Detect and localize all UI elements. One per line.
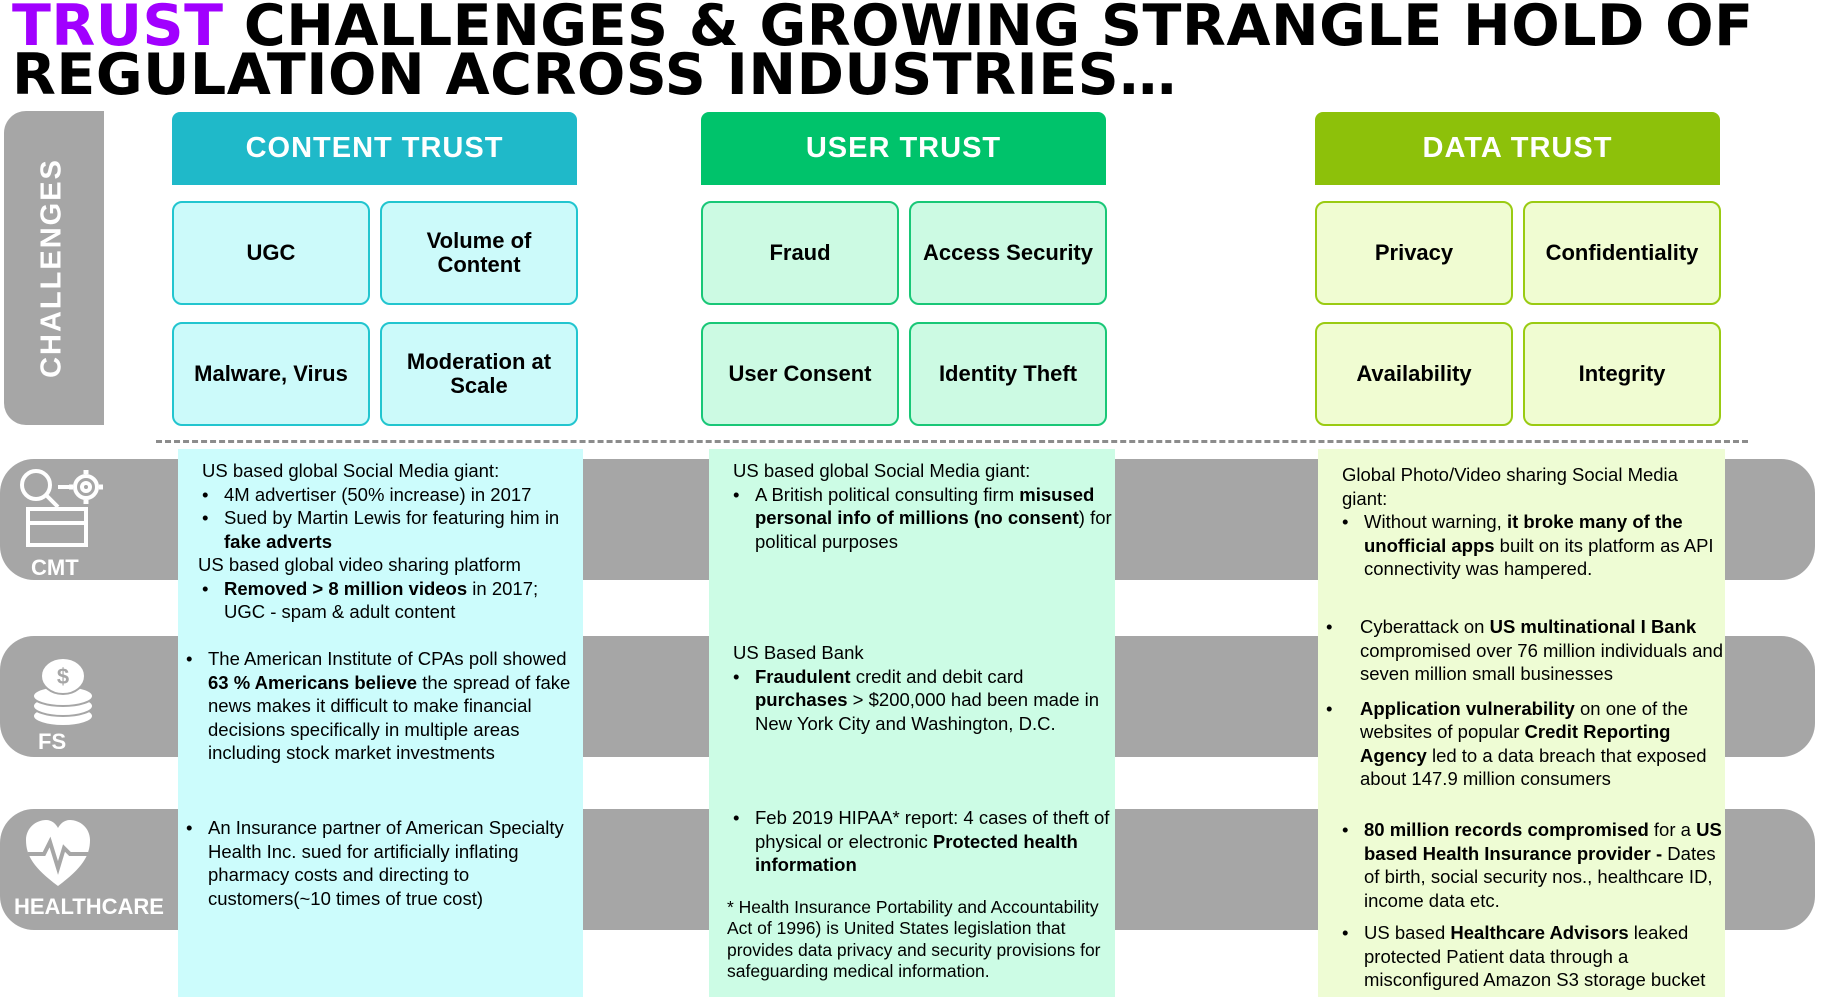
example-bullet: Cyberattack on US multinational I Bank c… xyxy=(1318,615,1725,686)
example-intro: Global Photo/Video sharing Social Media … xyxy=(1342,464,1678,509)
challenge-moderation-at-scale: Moderation at Scale xyxy=(380,322,578,426)
challenges-label: CHALLENGES xyxy=(35,158,68,378)
example-intro: US Based Bank xyxy=(733,642,864,663)
page-title: TRUST CHALLENGES & GROWING STRANGLE HOLD… xyxy=(12,0,1812,108)
data-trust-header: DATA TRUST xyxy=(1315,112,1720,185)
example-bullet: Removed > 8 million videos in 2017; UGC … xyxy=(178,577,583,624)
fs-content-trust-block: The American Institute of CPAs poll show… xyxy=(178,647,583,765)
challenges-tab xyxy=(4,111,104,425)
example-bullet: Feb 2019 HIPAA* report: 4 cases of theft… xyxy=(709,806,1115,877)
example-bullet: Fraudulent credit and debit card purchas… xyxy=(709,665,1115,736)
healthcare-row-label: HEALTHCARE xyxy=(14,894,164,919)
cmt-row-label: CMT xyxy=(31,555,79,580)
content-trust-examples: US based global Social Media giant: 4M a… xyxy=(178,449,583,997)
example-bullet: 4M advertiser (50% increase) in 2017 xyxy=(178,483,583,507)
section-divider xyxy=(156,440,1748,443)
data-trust-examples: Global Photo/Video sharing Social Media … xyxy=(1318,449,1725,997)
user-trust-header: USER TRUST xyxy=(701,112,1106,185)
cmt-user-trust-block: US based global Social Media giant: A Br… xyxy=(709,459,1115,553)
svg-text:$: $ xyxy=(57,664,69,689)
example-bullet: An Insurance partner of American Special… xyxy=(178,816,583,910)
user-trust-examples: US based global Social Media giant: A Br… xyxy=(709,449,1115,997)
example-bullet: A British political consulting firm misu… xyxy=(709,483,1115,554)
title-highlight: TRUST xyxy=(12,0,224,59)
example-intro: US based global Social Media giant: xyxy=(733,460,1031,481)
challenge-identity-theft: Identity Theft xyxy=(909,322,1107,426)
challenge-fraud: Fraud xyxy=(701,201,899,305)
challenge-privacy: Privacy xyxy=(1315,201,1513,305)
example-bullet: Application vulnerability on one of the … xyxy=(1318,697,1725,791)
fs-row-label: FS xyxy=(38,729,67,754)
title-line-1: TRUST CHALLENGES & GROWING STRANGLE HOLD… xyxy=(12,0,1812,55)
challenge-malware-virus: Malware, Virus xyxy=(172,322,370,426)
example-intro: US based global Social Media giant: xyxy=(202,460,500,481)
example-bullet: The American Institute of CPAs poll show… xyxy=(178,647,583,765)
content-trust-header: CONTENT TRUST xyxy=(172,112,577,185)
example-bullet: US based Healthcare Advisors leaked prot… xyxy=(1318,921,1725,992)
healthcare-content-trust-block: An Insurance partner of American Special… xyxy=(178,816,583,910)
search-gear-icon xyxy=(20,469,103,547)
example-intro: US based global video sharing platform xyxy=(198,554,521,575)
challenge-integrity: Integrity xyxy=(1523,322,1721,426)
challenge-availability: Availability xyxy=(1315,322,1513,426)
cmt-data-trust-block: Global Photo/Video sharing Social Media … xyxy=(1318,463,1725,581)
challenge-ugc: UGC xyxy=(172,201,370,305)
fs-user-trust-block: US Based Bank Fraudulent credit and debi… xyxy=(709,641,1115,735)
healthcare-data-trust-block: 80 million records compromised for a US … xyxy=(1318,818,1725,992)
challenge-access-security: Access Security xyxy=(909,201,1107,305)
example-bullet: Sued by Martin Lewis for featuring him i… xyxy=(178,506,583,553)
challenge-user-consent: User Consent xyxy=(701,322,899,426)
hipaa-footnote: * Health Insurance Portability and Accou… xyxy=(727,896,1101,982)
example-bullet: Without warning, it broke many of the un… xyxy=(1318,510,1725,581)
cmt-content-trust-block: US based global Social Media giant: 4M a… xyxy=(178,459,583,624)
challenge-volume-of-content: Volume of Content xyxy=(380,201,578,305)
title-line-2: REGULATION ACROSS INDUSTRIES… xyxy=(12,42,1177,108)
coins-stack-icon: $ xyxy=(32,657,94,727)
healthcare-user-trust-block: Feb 2019 HIPAA* report: 4 cases of theft… xyxy=(709,806,1115,983)
title-line-1-rest: CHALLENGES & GROWING STRANGLE HOLD OF xyxy=(243,0,1754,59)
fs-data-trust-block: Cyberattack on US multinational I Bank c… xyxy=(1318,615,1725,791)
challenge-confidentiality: Confidentiality xyxy=(1523,201,1721,305)
heart-pulse-icon xyxy=(26,820,90,886)
example-bullet: 80 million records compromised for a US … xyxy=(1318,818,1725,912)
